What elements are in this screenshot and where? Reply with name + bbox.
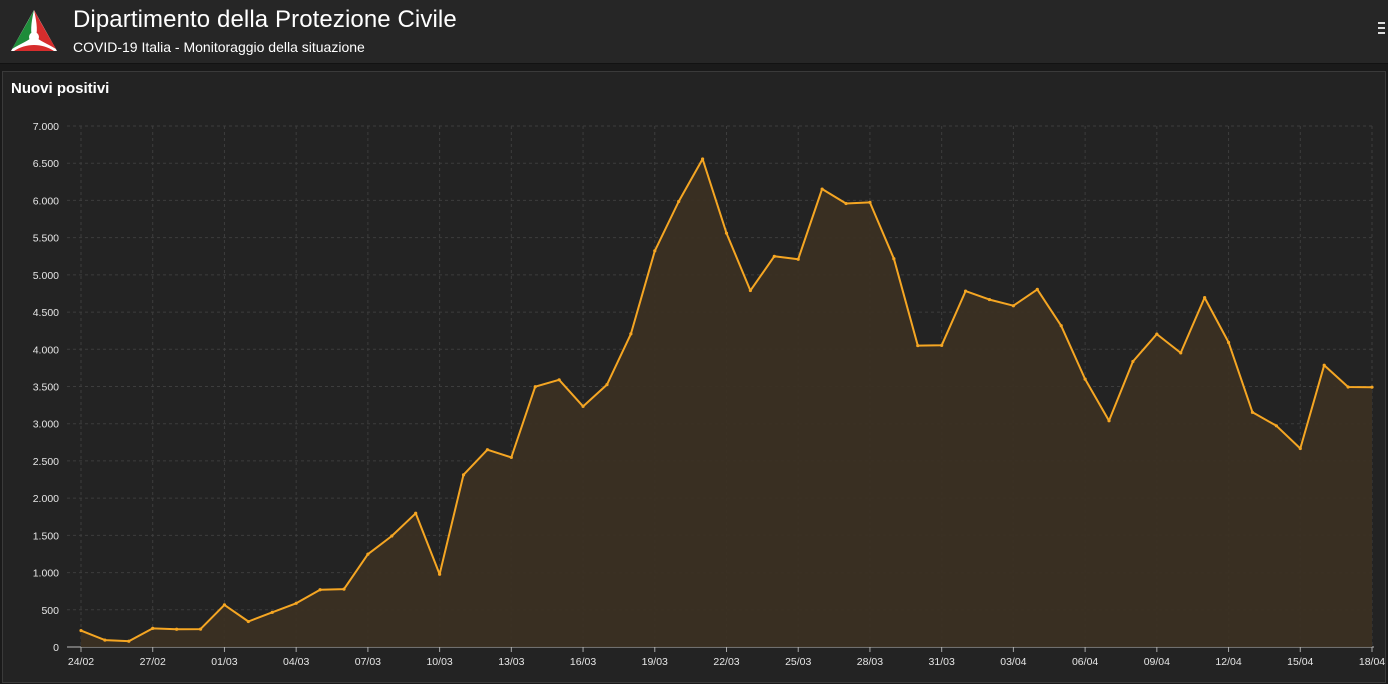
- nuovi-positivi-chart: 0 500 1.000 1.500 2.000 2.500 3.000 3.500 4.000 4…: [33, 121, 1386, 668]
- data-point: [366, 552, 370, 556]
- x-tick-label: 10/03: [426, 656, 452, 668]
- data-point: [987, 297, 992, 302]
- y-tick-label: 1.500: [33, 530, 59, 542]
- page-subtitle: COVID-19 Italia - Monitoraggio della sit…: [73, 39, 365, 55]
- data-point: [868, 200, 872, 204]
- x-tick-label: 15/04: [1287, 656, 1313, 668]
- data-point: [557, 378, 561, 382]
- data-point: [103, 638, 107, 642]
- data-point: [820, 187, 824, 191]
- data-point: [533, 385, 537, 389]
- x-tick-label: 06/04: [1072, 656, 1098, 668]
- data-point: [700, 157, 705, 161]
- x-tick-label: 27/02: [140, 656, 166, 668]
- x-tick-label: 01/03: [211, 656, 237, 668]
- data-point: [294, 601, 298, 605]
- data-point: [246, 619, 250, 624]
- data-point: [151, 626, 155, 630]
- data-point: [1011, 304, 1015, 308]
- y-tick-label: 6.000: [33, 195, 59, 207]
- chart-title: Nuovi positivi: [11, 80, 110, 97]
- data-point: [509, 455, 513, 460]
- data-point: [892, 257, 896, 261]
- y-tick-label: 500: [41, 605, 59, 617]
- data-point: [1179, 351, 1183, 355]
- app-header: Dipartimento della Protezione Civile COV…: [0, 0, 1388, 64]
- data-point: [461, 473, 466, 477]
- data-point: [1035, 287, 1039, 291]
- data-point: [844, 201, 848, 206]
- data-point: [1131, 359, 1135, 364]
- data-point: [677, 199, 681, 204]
- x-tick-label: 04/03: [283, 656, 309, 668]
- x-tick-label: 31/03: [929, 656, 955, 668]
- data-point: [79, 628, 83, 633]
- y-tick-label: 1.000: [33, 568, 59, 580]
- x-tick-label: 12/04: [1215, 656, 1241, 668]
- data-point: [175, 627, 179, 631]
- x-tick-label: 25/03: [785, 656, 811, 668]
- y-tick-label: 4.000: [33, 344, 59, 356]
- data-point: [318, 588, 322, 592]
- data-point: [940, 343, 944, 347]
- data-point: [1274, 424, 1278, 428]
- data-point: [438, 572, 442, 576]
- data-point: [748, 288, 753, 293]
- data-point: [629, 332, 633, 336]
- data-point: [198, 627, 203, 631]
- data-point: [342, 587, 346, 591]
- x-tick-label: 22/03: [713, 656, 739, 668]
- data-point: [581, 404, 585, 408]
- x-tick-label: 03/04: [1000, 656, 1026, 668]
- data-point: [963, 289, 968, 293]
- data-point: [1370, 385, 1374, 389]
- page-title: Dipartimento della Protezione Civile: [73, 6, 457, 33]
- data-point: [1298, 446, 1302, 451]
- data-point: [222, 603, 227, 607]
- data-point: [724, 231, 729, 235]
- data-point: [1346, 385, 1350, 389]
- data-point: [772, 254, 776, 258]
- chart-panel: Nuovi positivi 0 500 1.000 1.500 2.000 2.500 3…: [2, 71, 1386, 683]
- x-tick-label: 16/03: [570, 656, 596, 668]
- y-tick-label: 3.500: [33, 382, 59, 394]
- y-tick-label: 7.000: [33, 121, 59, 133]
- x-tick-label: 28/03: [857, 656, 883, 668]
- data-point: [270, 610, 274, 614]
- data-point: [1250, 410, 1255, 414]
- hamburger-menu-icon[interactable]: [1378, 22, 1388, 38]
- protezione-civile-logo: [11, 10, 57, 51]
- data-point: [414, 511, 418, 515]
- x-tick-label: 19/03: [642, 656, 668, 668]
- x-tick-label: 09/04: [1144, 656, 1170, 668]
- data-point: [605, 382, 609, 387]
- x-tick-label: 07/03: [355, 656, 381, 668]
- y-tick-label: 3.000: [33, 419, 59, 431]
- data-point: [1107, 419, 1111, 423]
- y-tick-label: 5.000: [33, 270, 59, 282]
- data-point: [916, 343, 920, 348]
- data-point: [485, 448, 490, 452]
- y-tick-label: 5.500: [33, 233, 59, 245]
- y-tick-label: 6.500: [33, 158, 59, 170]
- data-point: [1059, 324, 1063, 328]
- x-tick-label: 18/04: [1359, 656, 1385, 668]
- y-tick-label: 2.000: [33, 493, 59, 505]
- y-tick-label: 2.500: [33, 456, 59, 468]
- data-point: [1322, 363, 1326, 367]
- y-tick-label: 0: [53, 642, 59, 654]
- data-point: [1226, 340, 1231, 345]
- data-point: [1155, 332, 1159, 336]
- x-tick-label: 24/02: [68, 656, 94, 668]
- data-point: [653, 249, 657, 253]
- data-point: [127, 639, 131, 643]
- y-tick-label: 4.500: [33, 307, 59, 319]
- data-point: [796, 257, 800, 261]
- data-point: [390, 534, 394, 538]
- data-point: [1083, 377, 1087, 381]
- data-point: [1203, 296, 1207, 300]
- x-tick-label: 13/03: [498, 656, 524, 668]
